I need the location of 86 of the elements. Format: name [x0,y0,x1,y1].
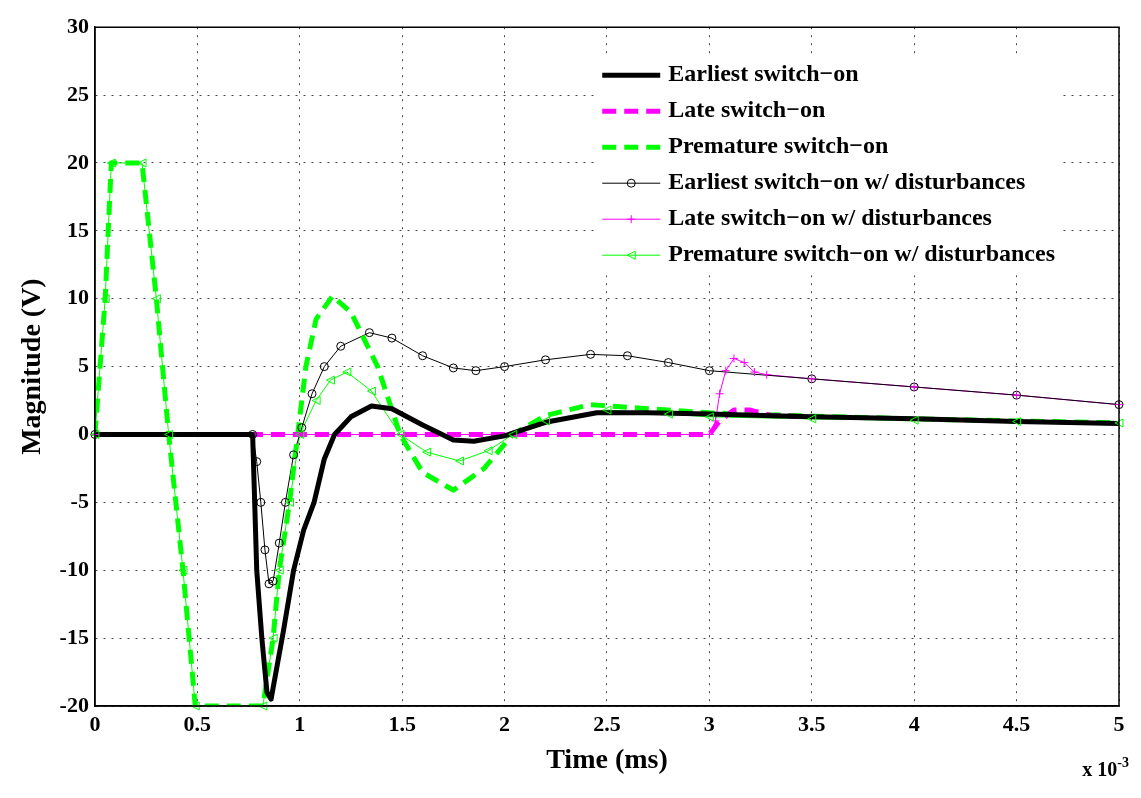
x-tick-label: 0.5 [183,710,212,736]
x-tick-label: 2 [499,710,511,736]
point [749,367,759,377]
point [471,366,481,376]
point [178,565,188,575]
point [307,389,317,399]
point [151,294,161,304]
y-tick-label: 0 [77,420,89,446]
point [106,158,116,168]
point [1114,418,1124,428]
y-tick-label: -5 [70,488,89,514]
point [541,355,551,365]
x-tick-label: 1.5 [388,710,416,736]
y-tick-label: 20 [66,148,89,174]
y-tick-label: 30 [66,12,89,38]
legend-label: Earliest switch−on [668,60,859,87]
x-tick-label: 3.5 [798,710,826,736]
point [739,358,749,368]
point [387,333,397,343]
point [541,416,551,426]
x-tick-label: 5 [1113,710,1125,736]
y-tick-label: 10 [66,284,89,310]
legend-label: Premature switch−on w/ disturbances [668,240,1055,267]
x-tick-label: 1 [294,710,306,736]
point [256,497,266,507]
point [715,389,725,399]
point [422,447,432,457]
x-axis-title: Time (ms) [546,743,668,775]
point [311,396,321,406]
point [366,386,376,396]
point [1012,417,1022,427]
legend-label: Earliest switch−on w/ disturbances [668,168,1026,195]
point [508,429,518,439]
point [721,366,731,376]
point [729,353,739,363]
point [260,545,270,555]
point [274,565,284,575]
point [622,351,632,361]
point [448,363,458,373]
y-tick-label: -15 [59,623,89,649]
point [248,429,258,439]
point [295,429,305,439]
point [807,414,817,424]
point [190,701,200,711]
point [268,576,278,586]
legend-label: Late switch−on [668,96,826,123]
x-tick-label: 4 [908,710,920,736]
point [268,633,278,643]
point [274,538,284,548]
point [342,367,352,377]
point [258,701,268,711]
point [336,341,346,351]
x-tick-label: 3 [703,710,715,736]
point [264,579,274,589]
point [325,375,335,385]
point [483,446,493,456]
y-tick-label: 25 [66,80,89,106]
legend-label: Premature switch−on [668,132,889,159]
y-tick-label: -20 [59,691,89,717]
point [100,294,110,304]
point [704,366,714,376]
point [319,362,329,372]
y-axis-title: Magnitude (V) [15,278,47,455]
point [704,412,714,422]
x-tick-label: 4.5 [1002,710,1031,736]
y-tick-label: -10 [59,555,89,581]
point [280,497,290,507]
legend-label: Late switch−on w/ disturbances [668,204,992,231]
point [285,497,294,507]
point [364,328,374,338]
point [663,358,673,368]
point [500,362,510,372]
y-tick-label: 5 [77,352,89,378]
point [586,349,596,359]
point [164,429,174,439]
point [395,429,405,439]
point [289,450,299,460]
point [455,456,464,466]
point [602,405,612,415]
point [663,409,673,419]
point [418,351,428,361]
point [297,423,307,433]
point [762,370,772,380]
y-tick-label: 15 [66,216,89,242]
point [909,415,919,425]
x-tick-label: 2.5 [593,710,621,736]
